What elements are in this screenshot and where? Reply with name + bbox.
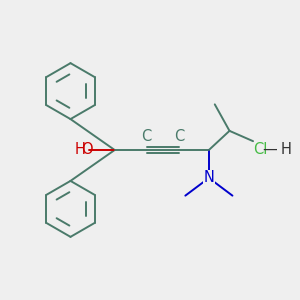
Text: Cl: Cl xyxy=(253,142,267,158)
Text: O: O xyxy=(82,142,93,157)
Text: H: H xyxy=(74,142,85,157)
Text: —: — xyxy=(262,142,277,157)
Text: C: C xyxy=(174,128,184,143)
Text: C: C xyxy=(141,128,152,143)
Text: N: N xyxy=(203,170,214,185)
Text: H: H xyxy=(281,142,292,158)
